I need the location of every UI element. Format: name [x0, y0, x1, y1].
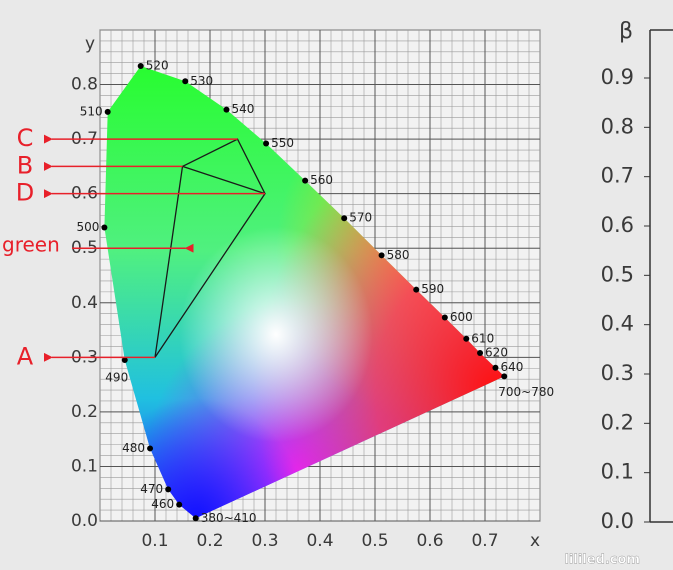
locus-label: 700~780	[498, 385, 554, 399]
locus-label: 470	[140, 482, 163, 496]
annotation-label: C	[17, 124, 34, 152]
locus-point	[501, 373, 508, 380]
locus-point	[176, 501, 183, 508]
locus-point	[341, 215, 348, 222]
y-tick-label: 0.4	[601, 312, 634, 336]
locus-point	[223, 106, 230, 113]
y-tick-label: 0.2	[71, 402, 98, 422]
x-tick-label: 0.3	[251, 531, 278, 551]
locus-point	[477, 349, 484, 356]
locus-label: 560	[310, 173, 333, 187]
y-tick-label: 0.9	[601, 65, 634, 89]
locus-label: 620	[485, 345, 508, 359]
locus-point	[378, 252, 385, 259]
y-tick-label: 0.8	[601, 114, 634, 138]
y-tick-label: 0.0	[601, 509, 634, 533]
y-tick-label: 0.2	[601, 410, 634, 434]
y-tick-label: 0.1	[601, 460, 634, 484]
locus-point	[121, 357, 128, 364]
locus-label: 610	[471, 331, 494, 345]
y-tick-label: 0.8	[71, 75, 98, 95]
y-tick-label: 0.6	[601, 213, 634, 237]
locus-point	[463, 335, 470, 342]
x-tick-label: 0.5	[361, 531, 388, 551]
polygon-diagonal	[182, 165, 266, 195]
locus-point	[182, 78, 189, 85]
locus-point	[192, 515, 199, 522]
locus-point	[101, 224, 108, 231]
locus-label: 500	[76, 220, 99, 234]
locus-label: 380~410	[201, 511, 257, 525]
locus-label: 480	[122, 441, 145, 455]
locus-label: 640	[500, 360, 523, 374]
x-tick-label: 0.7	[471, 531, 498, 551]
locus-label: 530	[190, 74, 213, 88]
y-axis-label: y	[85, 34, 95, 54]
locus-label: 550	[271, 136, 294, 150]
locus-label: 580	[387, 248, 410, 262]
x-axis-label: x	[530, 531, 540, 551]
locus-label: 510	[80, 104, 103, 118]
locus-point	[263, 140, 270, 147]
annotation-label: A	[17, 342, 34, 370]
y-tick-label: 0.1	[71, 456, 98, 476]
locus-label: 600	[450, 310, 473, 324]
y-tick-label: 0.5	[601, 262, 634, 286]
watermark: lililed.com	[564, 553, 640, 568]
locus-label: 570	[349, 211, 372, 225]
locus-point	[441, 314, 448, 321]
locus-point	[413, 286, 420, 293]
annotation-label: green	[2, 233, 60, 257]
locus-label: 540	[232, 102, 255, 116]
locus-point	[165, 486, 172, 493]
x-tick-label: 0.2	[196, 531, 223, 551]
y-tick-label: 0.3	[601, 361, 634, 385]
annotation-label: B	[17, 151, 33, 179]
y-tick-label: 0.4	[71, 293, 98, 313]
locus-label: 460	[151, 497, 174, 511]
y-tick-label: 0.0	[71, 511, 98, 531]
x-tick-label: 0.6	[416, 531, 443, 551]
locus-point	[147, 445, 154, 452]
locus-point	[302, 177, 309, 184]
y-tick-label: 0.7	[601, 164, 634, 188]
locus-point	[137, 63, 144, 70]
y-axis-label: β	[619, 19, 633, 44]
locus-label: 490	[105, 371, 128, 385]
locus-label: 590	[421, 282, 444, 296]
annotation-label: D	[16, 179, 34, 207]
x-tick-label: 0.1	[141, 531, 168, 551]
locus-point	[104, 108, 111, 115]
x-tick-label: 0.4	[306, 531, 333, 551]
locus-label: 520	[146, 59, 169, 73]
locus-point	[492, 364, 499, 371]
